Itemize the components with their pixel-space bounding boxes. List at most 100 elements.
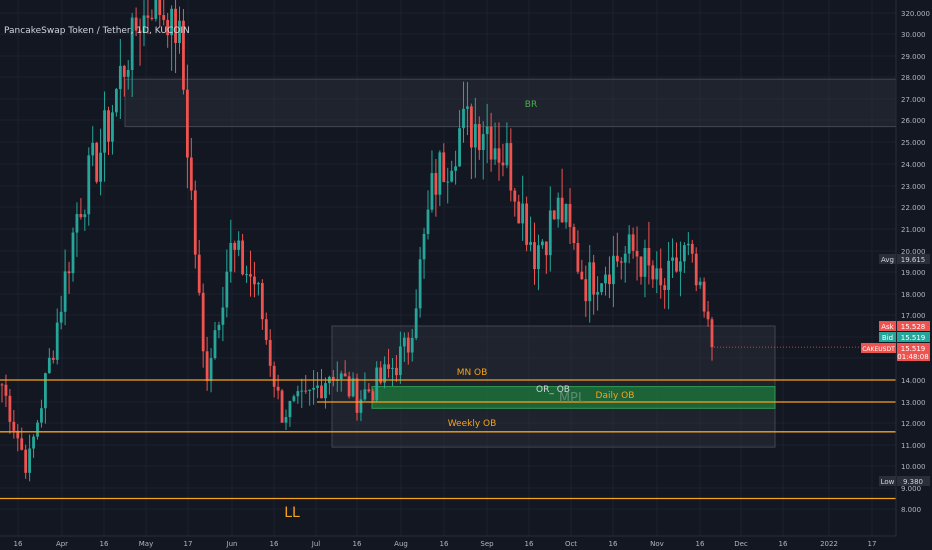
candle xyxy=(182,8,185,95)
avg-badge-label: Avg xyxy=(881,256,894,264)
candle xyxy=(174,0,177,74)
candle xyxy=(233,240,237,273)
candle xyxy=(324,377,327,409)
candle xyxy=(217,321,221,339)
candle xyxy=(702,277,706,318)
candle-body xyxy=(639,256,643,277)
time-axis-panel[interactable] xyxy=(0,536,896,550)
candle xyxy=(643,239,647,298)
candle xyxy=(422,227,426,279)
candle xyxy=(525,196,529,252)
candle-body xyxy=(702,281,706,312)
candle xyxy=(576,230,580,275)
symbol-badge-countdown: 01:48:08 xyxy=(897,353,928,361)
price-tick-label: 29.000 xyxy=(901,53,926,61)
candle xyxy=(316,371,319,399)
candle xyxy=(67,261,71,294)
candle xyxy=(375,361,379,403)
candle-body xyxy=(217,324,221,331)
candle xyxy=(686,232,690,256)
candle xyxy=(75,202,79,257)
candle xyxy=(55,308,59,365)
candle xyxy=(410,328,414,362)
candle-body xyxy=(249,274,252,277)
candle xyxy=(533,222,536,285)
time-tick-label: 16 xyxy=(525,540,534,548)
candle xyxy=(481,121,485,180)
candle-body xyxy=(655,268,659,280)
candle xyxy=(63,249,67,326)
candle-body xyxy=(280,390,284,423)
candle-body xyxy=(193,190,197,255)
candle-body xyxy=(284,417,288,423)
candle xyxy=(596,276,600,311)
zone-br[interactable] xyxy=(124,78,897,128)
price-tick-label: 30.000 xyxy=(901,31,926,39)
candle xyxy=(308,389,312,406)
time-tick-label: 16 xyxy=(440,540,449,548)
candle-body xyxy=(166,19,170,36)
price-tick-label: 21.000 xyxy=(901,226,926,234)
candle-body xyxy=(481,134,485,151)
candle-body xyxy=(185,89,189,158)
candle-body xyxy=(213,330,217,359)
candle xyxy=(359,390,363,422)
candle-body xyxy=(706,311,710,320)
candle-body xyxy=(339,373,343,380)
candle-body xyxy=(682,245,686,262)
candle-body xyxy=(118,65,122,90)
candle-body xyxy=(241,240,245,275)
candle xyxy=(225,249,229,318)
candle-body xyxy=(501,162,505,166)
candle-body xyxy=(189,157,193,191)
candle-body xyxy=(596,292,600,295)
candle-body xyxy=(351,378,355,397)
candle xyxy=(245,265,248,283)
candle xyxy=(682,242,686,273)
time-tick-label: Oct xyxy=(565,540,577,548)
candle xyxy=(166,12,170,48)
candle-body xyxy=(300,390,304,392)
candle-body xyxy=(588,262,592,302)
avg-badge-value: 19.615 xyxy=(901,256,926,264)
candle xyxy=(114,87,118,117)
candle-body xyxy=(154,0,158,19)
candle-body xyxy=(548,210,552,256)
candle-body xyxy=(225,271,229,308)
candle-body xyxy=(489,126,493,160)
low-badge-value: 9.380 xyxy=(903,478,923,486)
price-tick-label: 11.000 xyxy=(901,442,926,450)
candle-body xyxy=(146,15,150,18)
time-tick-label: 17 xyxy=(184,540,193,548)
candle xyxy=(351,372,355,398)
candle-body xyxy=(418,259,422,309)
candle-body xyxy=(615,255,619,262)
candle xyxy=(588,245,592,323)
candle-body xyxy=(663,285,667,290)
candle xyxy=(59,295,63,330)
price-axis-panel[interactable] xyxy=(896,0,932,550)
time-tick-label: 16 xyxy=(353,540,362,548)
annotation-or-ob: OR_ OB xyxy=(536,385,570,395)
candle-body xyxy=(130,17,134,70)
candle xyxy=(391,357,394,386)
candle-body xyxy=(367,389,371,392)
candle-body xyxy=(272,365,276,387)
time-tick-label: 17 xyxy=(868,540,877,548)
price-tick-label: 18.000 xyxy=(901,291,926,299)
price-tick-label: 23.000 xyxy=(901,183,926,191)
candle-body xyxy=(343,373,347,377)
symbol-title: PancakeSwap Token / Tether, 1D, KUCOIN xyxy=(4,26,190,36)
candle xyxy=(489,112,493,172)
candle-body xyxy=(79,214,83,218)
candle-body xyxy=(631,234,635,251)
candle xyxy=(339,370,343,392)
candle-body xyxy=(170,8,174,36)
candles xyxy=(0,0,714,482)
candle xyxy=(213,321,217,360)
candle-body xyxy=(138,30,142,33)
candle-body xyxy=(256,283,260,285)
candle xyxy=(434,158,438,217)
candle-body xyxy=(197,254,201,293)
